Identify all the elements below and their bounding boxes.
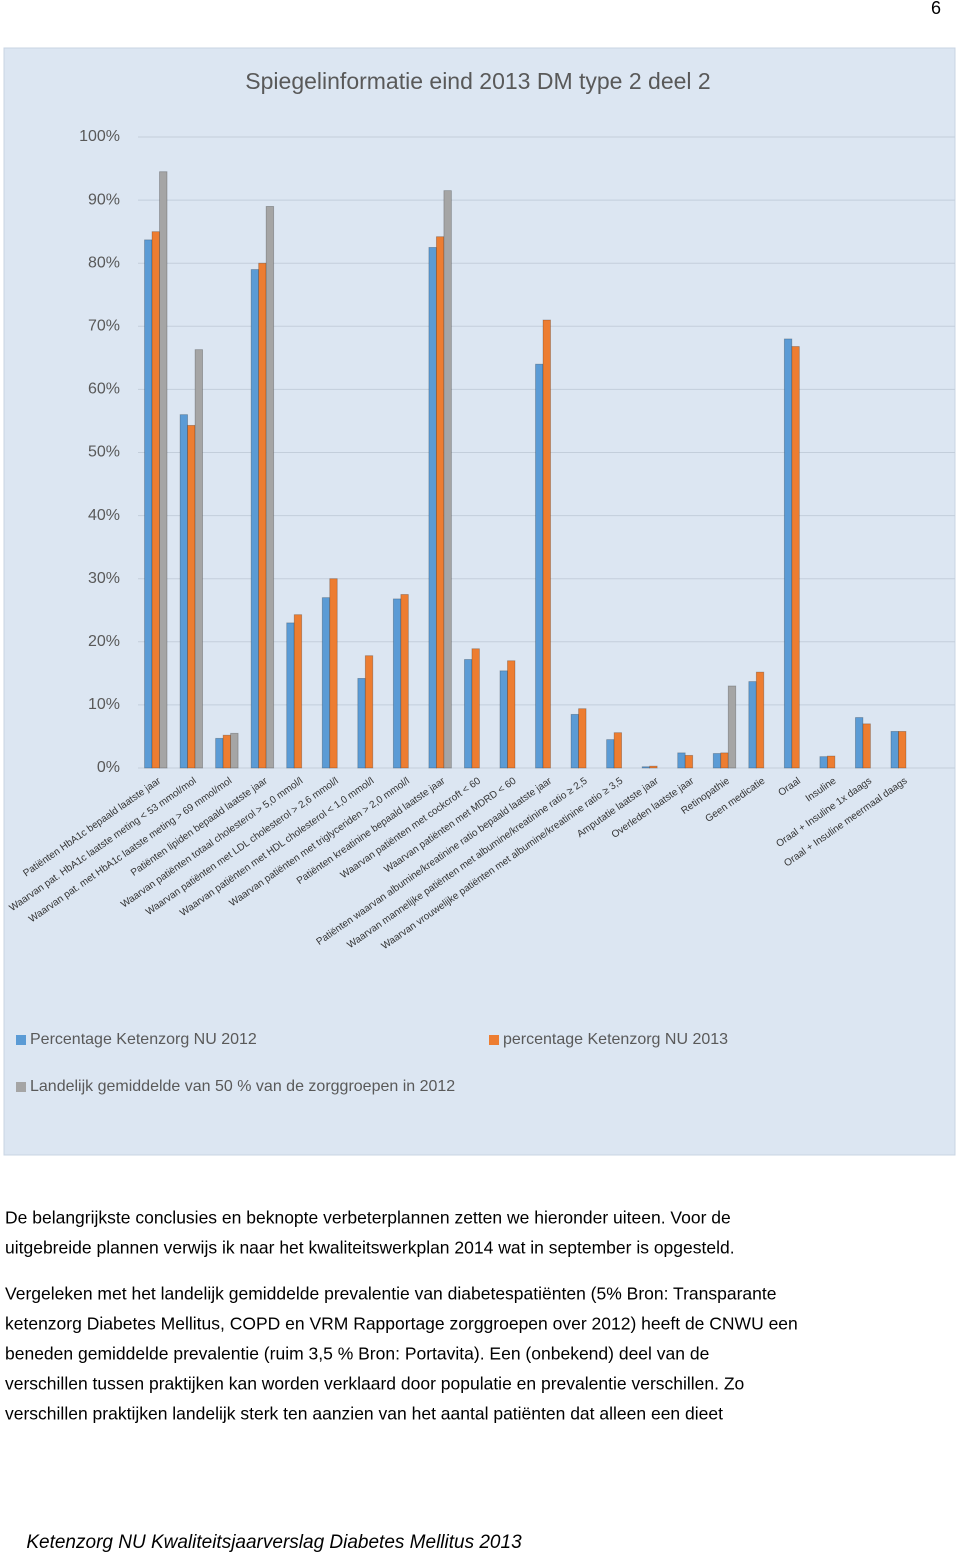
bar — [855, 717, 864, 769]
paragraph-line: ketenzorg Diabetes Mellitus, COPD en VRM… — [5, 1314, 798, 1334]
bar — [862, 723, 871, 769]
legend-swatch — [16, 1035, 26, 1045]
bar — [578, 708, 587, 769]
bar — [507, 660, 516, 769]
paragraph-line: verschillen tussen praktijken kan worden… — [5, 1374, 744, 1394]
bar — [179, 414, 188, 769]
y-tick-label: 100% — [79, 128, 120, 145]
paragraph-line: Vergeleken met het landelijk gemiddelde … — [5, 1284, 776, 1304]
bar — [194, 349, 203, 769]
legend-label: Percentage Ketenzorg NU 2012 — [30, 1031, 257, 1048]
paragraph-line: De belangrijkste conclusies en beknopte … — [5, 1208, 731, 1228]
bar — [748, 681, 757, 769]
y-tick-label: 60% — [88, 381, 120, 398]
bar — [293, 614, 303, 769]
bar — [542, 319, 551, 769]
bar — [435, 236, 445, 769]
bar — [364, 655, 374, 769]
bar — [712, 753, 722, 769]
bar — [329, 578, 338, 769]
y-tick-label: 30% — [88, 570, 120, 587]
paragraph-line: uitgebreide plannen verwijs ik naar het … — [5, 1238, 735, 1258]
bar — [151, 231, 160, 769]
chart-title: Spiegelinformatie eind 2013 DM type 2 de… — [245, 68, 710, 94]
y-tick-label: 40% — [88, 507, 120, 524]
bar — [471, 648, 480, 769]
y-tick-label: 10% — [88, 696, 120, 713]
bar — [819, 756, 828, 769]
y-tick-label: 80% — [88, 254, 120, 271]
page-number: 6 — [931, 0, 941, 18]
legend-swatch — [16, 1082, 26, 1092]
y-tick-label: 90% — [88, 191, 120, 208]
bar — [286, 622, 295, 769]
y-tick-label: 0% — [97, 759, 120, 776]
bar — [677, 752, 686, 769]
bar — [250, 269, 260, 769]
bar — [464, 659, 473, 769]
bar — [606, 739, 615, 769]
y-tick-label: 20% — [88, 633, 120, 650]
y-tick-label: 70% — [88, 318, 120, 335]
bar — [649, 765, 658, 769]
paragraph-line: beneden gemiddelde prevalentie (ruim 3,5… — [5, 1344, 709, 1364]
bar — [159, 171, 168, 769]
y-tick-label: 50% — [88, 444, 120, 461]
bar — [443, 190, 452, 769]
bar — [187, 424, 196, 769]
bar — [791, 346, 800, 769]
bar — [720, 752, 729, 769]
bar — [535, 363, 544, 769]
legend-label: percentage Ketenzorg NU 2013 — [503, 1031, 728, 1048]
bar — [641, 766, 651, 769]
bar — [499, 670, 508, 769]
paragraph-line: verschillen praktijken landelijk sterk t… — [5, 1404, 723, 1424]
bar — [684, 754, 694, 769]
bar — [727, 685, 737, 769]
bar — [826, 755, 836, 769]
bar — [428, 247, 437, 769]
bar — [144, 239, 153, 769]
bar — [321, 597, 331, 769]
legend-swatch — [489, 1035, 499, 1045]
bar — [215, 737, 224, 769]
bar — [222, 734, 232, 769]
bar — [265, 206, 275, 769]
bar — [613, 732, 623, 769]
legend-label: Landelijk gemiddelde van 50 % van de zor… — [30, 1078, 455, 1095]
bar — [258, 262, 267, 769]
bar — [357, 677, 366, 769]
bar — [898, 731, 907, 769]
bar — [570, 713, 579, 769]
bar — [392, 598, 402, 769]
bar — [230, 732, 239, 769]
footer: Ketenzorg NU Kwaliteitsjaarverslag Diabe… — [26, 1532, 522, 1553]
bar — [783, 338, 793, 769]
bar — [890, 731, 899, 769]
bar — [400, 594, 409, 769]
bar — [755, 671, 765, 769]
